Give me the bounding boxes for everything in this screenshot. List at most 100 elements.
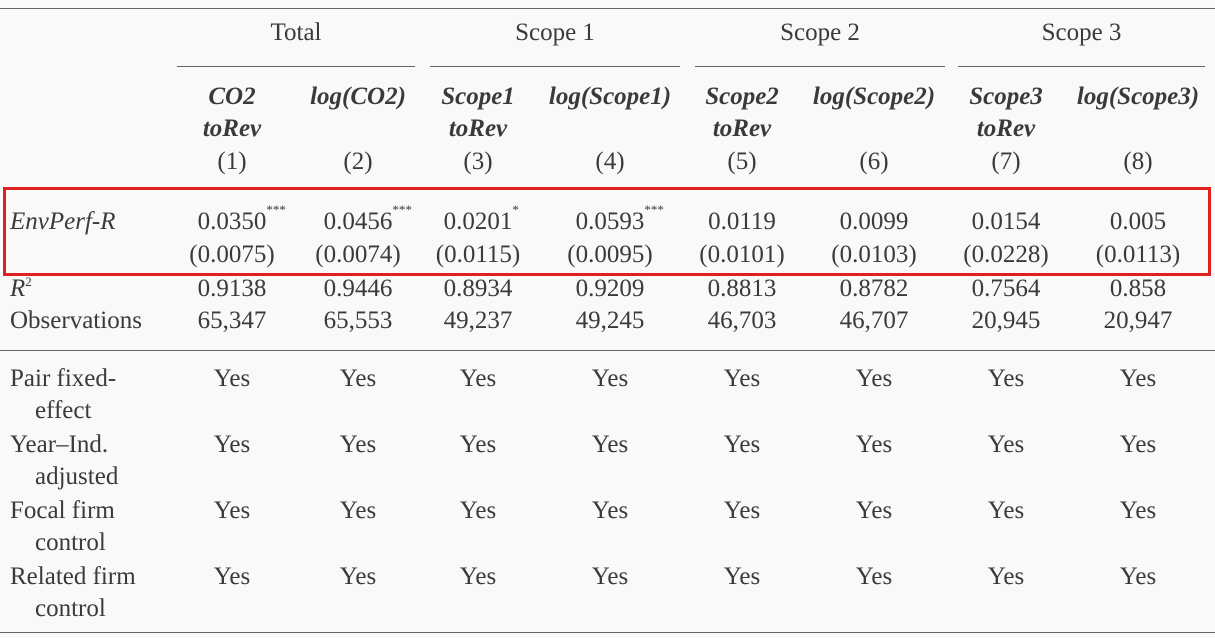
row-label: adjusted: [35, 463, 119, 490]
coefficient-cell: 0.0456 ***: [323, 202, 412, 235]
observations: 65,553: [323, 307, 393, 334]
standard-error: (0.0113): [1095, 241, 1181, 268]
coefficient: 0.0593: [575, 208, 645, 235]
standard-error: (0.0228): [963, 241, 1049, 268]
group-header: Scope 2: [780, 19, 860, 46]
highlight-box: [3, 187, 1211, 276]
group-rule: [695, 66, 945, 67]
row-label: Observations: [10, 307, 142, 334]
control-value: Yes: [855, 563, 893, 590]
group-rule: [177, 66, 415, 67]
column-name: Scope2: [705, 83, 779, 110]
observations: 49,237: [443, 307, 513, 334]
observations: 20,947: [1103, 307, 1173, 334]
column-number: (3): [463, 148, 493, 175]
column-name: toRev: [976, 115, 1036, 142]
standard-error: (0.0103): [831, 241, 917, 268]
coefficient-cell: 0.0593 ***: [575, 202, 664, 235]
row-label: Pair fixed-: [10, 365, 117, 392]
control-value: Yes: [213, 563, 251, 590]
column-name: toRev: [202, 115, 262, 142]
column-number: (4): [595, 148, 625, 175]
row-label: R2: [10, 275, 32, 303]
observations: 20,945: [971, 307, 1041, 334]
column-name: log(Scope3): [1076, 83, 1200, 110]
control-value: Yes: [213, 497, 251, 524]
bottom-rule: [0, 632, 1215, 633]
control-value: Yes: [723, 365, 761, 392]
observations: 49,245: [575, 307, 645, 334]
control-value: Yes: [723, 497, 761, 524]
standard-error: (0.0115): [435, 241, 521, 268]
control-value: Yes: [987, 431, 1025, 458]
column-number: (6): [859, 148, 889, 175]
coefficient-cell: 0.0099: [840, 208, 909, 236]
r-squared: 0.8934: [443, 275, 513, 302]
coefficient: 0.0154: [971, 208, 1041, 235]
mid-rule: [0, 350, 1215, 351]
control-value: Yes: [591, 365, 629, 392]
control-value: Yes: [213, 365, 251, 392]
row-label: control: [35, 529, 106, 556]
row-label: Related firm: [10, 563, 136, 590]
r-squared: 0.858: [1109, 275, 1167, 302]
control-value: Yes: [1119, 365, 1157, 392]
coefficient-cell: 0.0154: [972, 208, 1041, 236]
control-value: Yes: [339, 431, 377, 458]
coefficient: 0.0201: [443, 208, 513, 235]
control-value: Yes: [855, 497, 893, 524]
r-label-sup: 2: [25, 274, 32, 289]
r-squared: 0.9138: [197, 275, 267, 302]
control-value: Yes: [987, 365, 1025, 392]
control-value: Yes: [339, 497, 377, 524]
control-value: Yes: [459, 563, 497, 590]
coefficient: 0.0456: [323, 208, 393, 235]
standard-error: (0.0074): [315, 241, 401, 268]
observations: 46,703: [707, 307, 777, 334]
column-name: log(Scope1): [548, 83, 672, 110]
control-value: Yes: [339, 563, 377, 590]
group-header: Total: [270, 19, 322, 46]
row-label: effect: [35, 397, 92, 424]
control-value: Yes: [723, 431, 761, 458]
column-number: (2): [343, 148, 373, 175]
column-name: log(CO2): [310, 83, 406, 110]
control-value: Yes: [1119, 497, 1157, 524]
control-value: Yes: [459, 431, 497, 458]
coefficient-cell: 0.005: [1110, 208, 1166, 236]
coefficient: 0.0099: [839, 208, 909, 235]
r-squared: 0.8813: [707, 275, 777, 302]
observations: 46,707: [839, 307, 909, 334]
r-label: R: [10, 275, 26, 302]
coefficient: 0.0350: [197, 208, 267, 235]
group-header: Scope 3: [1041, 19, 1122, 46]
control-value: Yes: [1119, 563, 1157, 590]
standard-error: (0.0101): [699, 241, 785, 268]
coefficient: 0.0119: [708, 208, 776, 235]
control-value: Yes: [213, 431, 251, 458]
control-value: Yes: [339, 365, 377, 392]
row-label: Focal firm: [10, 497, 115, 524]
control-value: Yes: [459, 365, 497, 392]
column-number: (8): [1123, 148, 1153, 175]
control-value: Yes: [459, 497, 497, 524]
observations: 65,347: [197, 307, 267, 334]
column-number: (7): [991, 148, 1021, 175]
column-number: (1): [217, 148, 247, 175]
control-value: Yes: [591, 563, 629, 590]
group-rule: [430, 66, 680, 67]
column-name: toRev: [448, 115, 508, 142]
column-name: toRev: [712, 115, 772, 142]
standard-error: (0.0095): [567, 241, 653, 268]
r-squared: 0.9446: [323, 275, 393, 302]
control-value: Yes: [591, 497, 629, 524]
column-name: log(Scope2): [812, 83, 936, 110]
coefficient-cell: 0.0119: [708, 208, 776, 236]
group-rule: [958, 66, 1205, 67]
row-label: control: [35, 595, 106, 622]
control-value: Yes: [855, 365, 893, 392]
column-name: CO2: [208, 83, 256, 110]
column-name: Scope3: [969, 83, 1043, 110]
control-value: Yes: [987, 497, 1025, 524]
